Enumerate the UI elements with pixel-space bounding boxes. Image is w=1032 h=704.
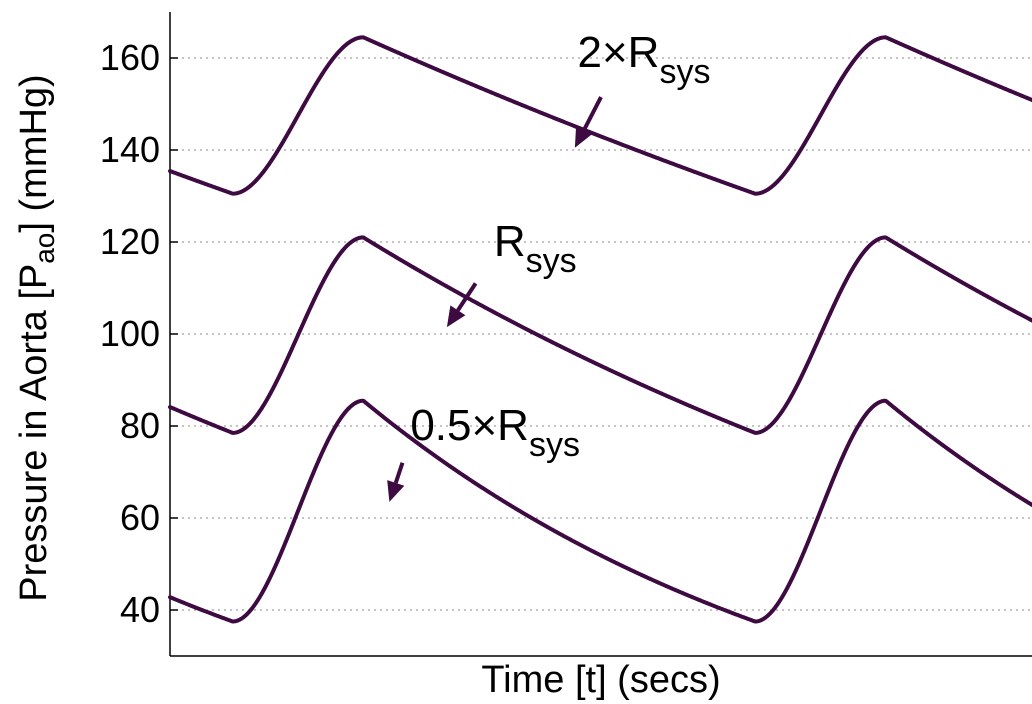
annotation-arrow-shaft xyxy=(456,282,478,312)
annotation-arrow-head xyxy=(387,480,405,502)
y-tick-label: 40 xyxy=(120,589,160,630)
y-axis-title-subscript: ao xyxy=(29,233,60,264)
annotation-label-main: 0.5×R xyxy=(410,401,529,450)
annotation-arrow-head xyxy=(446,305,466,328)
annotation-label-main: R xyxy=(494,217,526,266)
series-layer xyxy=(168,35,1032,624)
series-line-0 xyxy=(168,35,1032,196)
annotation-0: 2×Rsys xyxy=(574,28,710,148)
x-axis-title: Time [t] (secs) xyxy=(481,659,720,701)
annotation-arrow-shaft xyxy=(582,96,603,131)
y-tick-label: 140 xyxy=(100,129,160,170)
y-tick-layer: 40 60 80 100 120 140 160 xyxy=(100,37,178,630)
y-tick-label: 120 xyxy=(100,221,160,262)
annotation-arrow-shaft xyxy=(393,462,405,484)
annotation-label-sub: sys xyxy=(526,242,577,280)
y-axis-title: Pressure in Aorta [Pao] (mmHg) xyxy=(13,74,60,601)
series-line-1 xyxy=(168,235,1032,435)
annotation-1: Rsys xyxy=(446,217,577,328)
y-tick-label: 160 xyxy=(100,37,160,78)
y-tick-label: 60 xyxy=(120,497,160,538)
series-line-2 xyxy=(168,398,1032,624)
annotation-2: 0.5×Rsys xyxy=(387,401,580,502)
annotation-label-sub: sys xyxy=(659,53,710,91)
y-tick-label: 80 xyxy=(120,405,160,446)
annotation-label: 2×Rsys xyxy=(577,28,710,91)
annotation-label-main: 2×R xyxy=(577,28,659,77)
y-axis-title-prefix: Pressure in Aorta [P xyxy=(13,264,55,602)
annotation-label-sub: sys xyxy=(529,426,580,464)
annotation-label: Rsys xyxy=(494,217,577,280)
annotation-arrow-head xyxy=(574,125,593,148)
annotation-label: 0.5×Rsys xyxy=(410,401,580,464)
y-tick-label: 100 xyxy=(100,313,160,354)
y-axis-title-suffix: ] (mmHg) xyxy=(13,74,55,232)
